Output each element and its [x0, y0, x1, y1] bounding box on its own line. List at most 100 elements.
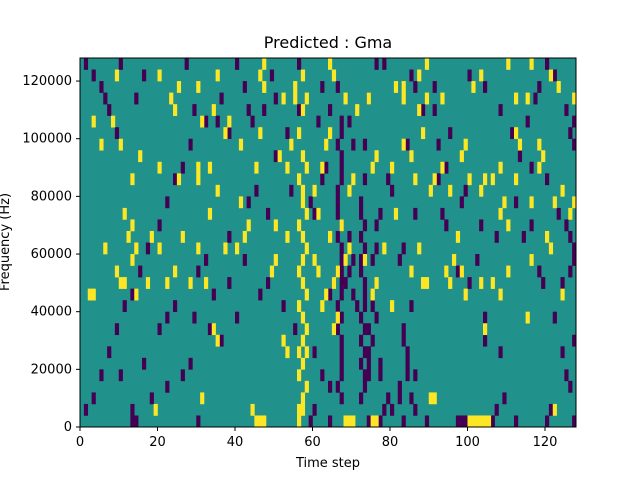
heatmap-cell-low	[219, 334, 224, 347]
heatmap-cell-high	[134, 288, 139, 301]
heatmap-cell-low	[339, 369, 344, 382]
heatmap-cell-low	[537, 81, 542, 93]
heatmap-cell-high	[242, 230, 247, 243]
heatmap-cell-high	[196, 81, 201, 93]
heatmap-cell-high	[351, 173, 356, 186]
heatmap-cell-high	[370, 415, 375, 428]
heatmap-cell-high	[382, 242, 387, 255]
heatmap-cell-low	[552, 69, 557, 82]
heatmap-cell-high	[459, 150, 464, 163]
heatmap-cell-high	[207, 207, 213, 220]
heatmap-cell-high	[289, 138, 294, 151]
heatmap-cell-low	[351, 288, 356, 301]
heatmap-cell-low	[188, 138, 193, 151]
y-tick-label: 60000	[31, 247, 72, 262]
heatmap-cell-high	[417, 242, 422, 255]
heatmap-cell-low	[517, 150, 523, 163]
heatmap-cell-low	[328, 415, 333, 428]
heatmap-cell-low	[308, 196, 313, 209]
heatmap-cell-high	[111, 115, 116, 128]
heatmap-cell-high	[145, 277, 151, 289]
heatmap-cell-high	[328, 127, 333, 140]
heatmap-cell-high	[362, 254, 368, 266]
y-tick-label: 100000	[22, 132, 72, 147]
heatmap-cell-low	[328, 380, 333, 393]
heatmap-cell-high	[114, 265, 120, 278]
heatmap-cell-high	[235, 242, 240, 255]
heatmap-cell-low	[374, 58, 379, 70]
heatmap-cell-low	[494, 230, 499, 243]
heatmap-cell-high	[312, 184, 317, 197]
heatmap-cell-low	[362, 323, 368, 336]
heatmap-cell-low	[397, 392, 402, 405]
heatmap-cell-low	[339, 127, 344, 140]
heatmap-cell-low	[370, 334, 375, 347]
heatmap-cell-low	[285, 127, 290, 140]
heatmap-cell-high	[180, 230, 185, 243]
heatmap-cell-high	[479, 277, 484, 289]
heatmap-cell-high	[122, 207, 127, 220]
heatmap-cell-low	[568, 380, 573, 393]
heatmap-cell-high	[215, 184, 220, 197]
heatmap-cell-low	[498, 346, 503, 359]
heatmap-cell-low	[366, 357, 371, 370]
x-tick-label: 0	[76, 435, 84, 450]
heatmap-cell-high	[486, 415, 492, 428]
heatmap-cell-low	[359, 230, 364, 243]
heatmap-cell-low	[335, 196, 340, 209]
heatmap-cell-low	[134, 92, 139, 105]
heatmap-cell-low	[490, 415, 495, 428]
heatmap-cell-low	[107, 104, 112, 116]
heatmap-cell-high	[277, 150, 282, 163]
heatmap-cell-high	[471, 415, 476, 428]
heatmap-cell-low	[498, 104, 503, 116]
heatmap-cell-low	[374, 311, 379, 324]
heatmap-cell-low	[266, 277, 271, 289]
heatmap-cell-low	[362, 242, 368, 255]
heatmap-cell-low	[114, 127, 120, 140]
heatmap-cell-low	[118, 58, 123, 70]
heatmap-cells	[83, 58, 577, 428]
heatmap-cell-high	[300, 334, 306, 347]
heatmap-cell-high	[347, 242, 352, 255]
heatmap-cell-low	[463, 415, 468, 428]
heatmap-cell-high	[196, 242, 201, 255]
heatmap-cell-low	[572, 138, 577, 151]
heatmap-cell-high	[304, 323, 309, 336]
heatmap-cell-high	[297, 219, 302, 232]
heatmap-cell-low	[432, 104, 437, 116]
heatmap-cell-low	[188, 357, 193, 370]
heatmap-cell-high	[122, 277, 127, 289]
heatmap-cell-high	[297, 300, 302, 312]
heatmap-cell-low	[266, 207, 271, 220]
heatmap-cell-low	[339, 150, 344, 163]
heatmap-cell-low	[339, 173, 344, 186]
heatmap-cell-low	[180, 161, 185, 174]
heatmap-cell-low	[362, 300, 368, 312]
heatmap-cell-high	[393, 81, 399, 93]
heatmap-cell-low	[483, 334, 488, 347]
heatmap-cell-high	[200, 392, 205, 405]
heatmap-cell-low	[475, 254, 480, 266]
heatmap-cell-high	[401, 92, 406, 105]
heatmap-cell-high	[87, 288, 92, 301]
heatmap-cell-low	[273, 92, 278, 105]
heatmap-cell-low	[157, 219, 162, 232]
y-tick-label: 40000	[31, 305, 72, 320]
heatmap-cell-low	[335, 81, 340, 93]
heatmap-cell-high	[300, 69, 306, 82]
heatmap-cell-low	[359, 357, 364, 370]
heatmap-cell-high	[312, 254, 317, 266]
heatmap-cell-high	[552, 196, 557, 209]
heatmap-cell-high	[173, 265, 178, 278]
heatmap-cell-high	[215, 69, 220, 82]
heatmap-cell-low	[397, 254, 402, 266]
heatmap-cell-low	[312, 346, 317, 359]
heatmap-cell-low	[502, 392, 507, 405]
heatmap-cell-low	[362, 138, 368, 151]
heatmap-cell-low	[572, 334, 577, 347]
heatmap-cell-low	[409, 300, 414, 312]
heatmap-cell-low	[134, 415, 139, 428]
heatmap-cell-high	[103, 242, 108, 255]
heatmap-cell-high	[452, 254, 457, 266]
